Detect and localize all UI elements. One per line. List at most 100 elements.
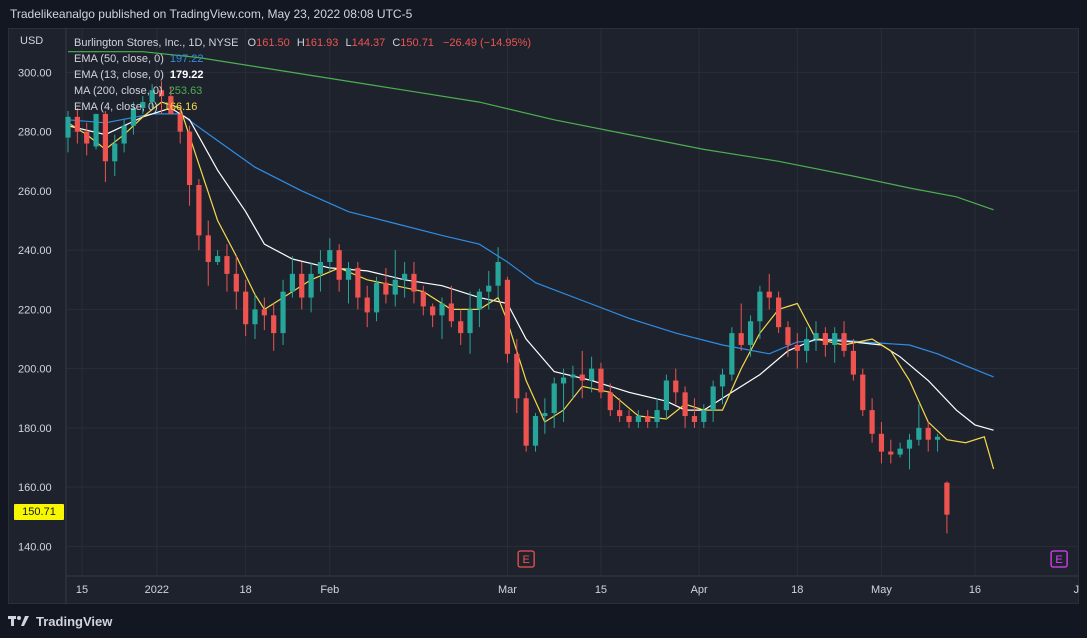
candlesticks xyxy=(65,81,950,534)
candle-body xyxy=(243,291,249,325)
x-tick-label: 18 xyxy=(791,584,803,596)
x-tick-label: Feb xyxy=(320,584,339,596)
candle-body xyxy=(682,392,688,417)
indicator-label: EMA (50, close, 0) xyxy=(74,53,164,65)
candle-body xyxy=(261,309,267,316)
x-tick-label: Jun xyxy=(1074,584,1079,596)
candle-body xyxy=(710,386,716,411)
candle-body xyxy=(794,344,800,351)
y-tick-label: 220.00 xyxy=(18,304,52,316)
candle-body xyxy=(897,448,903,455)
open-value: 161.50 xyxy=(256,37,290,49)
candle-body xyxy=(168,96,174,114)
y-axis-labels: 140.00 160.00 180.00 200.00 220.00 240.00 260.… xyxy=(18,67,52,553)
candle-body xyxy=(878,433,885,452)
x-tick-label: May xyxy=(871,584,892,596)
close-label: C xyxy=(392,37,401,49)
x-tick-label: Apr xyxy=(691,584,708,596)
published-text: Tradelikeanalgo published on TradingView… xyxy=(10,7,413,21)
x-axis-labels: 15 2022 18 Feb Mar 15 Apr 18 May 16 Jun xyxy=(76,584,1079,596)
candle-body xyxy=(486,285,492,292)
y-tick-label: 160.00 xyxy=(18,482,52,494)
candle-body xyxy=(308,273,314,298)
legend-indicator-ema13[interactable]: EMA (13, close, 0) 179.22 xyxy=(74,67,531,83)
candle-body xyxy=(617,410,623,417)
low-label: L xyxy=(345,37,352,49)
candle-body xyxy=(65,116,71,138)
y-tick-label: 240.00 xyxy=(18,245,52,257)
tradingview-logo-icon xyxy=(8,616,29,626)
candle-body xyxy=(822,333,828,345)
candle-body xyxy=(813,333,819,340)
candle-body xyxy=(186,131,193,185)
earnings-label: E xyxy=(522,554,529,566)
candle-body xyxy=(766,291,772,298)
candle-body xyxy=(701,410,707,422)
last-price-tag: 150.71 xyxy=(14,504,64,520)
candle-body xyxy=(719,374,726,387)
candle-body xyxy=(140,102,146,108)
candle-body xyxy=(635,416,641,422)
candle-body xyxy=(327,250,333,263)
x-tick-label: 2022 xyxy=(145,584,169,596)
candle-body xyxy=(934,436,941,440)
symbol-title[interactable]: Burlington Stores, Inc., 1D, NYSE xyxy=(74,37,239,49)
y-tick-label: 260.00 xyxy=(18,186,52,198)
candle-body xyxy=(542,413,548,417)
candle-body xyxy=(560,377,567,384)
candle-body xyxy=(757,291,763,322)
candle-body xyxy=(271,315,277,334)
price-chart[interactable]: 140.00 160.00 180.00 200.00 220.00 240.00 260.… xyxy=(8,28,1079,604)
y-tick-label: 300.00 xyxy=(18,67,52,79)
indicator-label: EMA (4, close, 0) xyxy=(74,101,158,113)
earnings-icon xyxy=(517,550,535,568)
candle-body xyxy=(102,113,108,162)
earnings-label: E xyxy=(1055,554,1062,566)
candle-body xyxy=(448,303,454,322)
candle-body xyxy=(523,398,529,446)
candle-body xyxy=(74,116,80,132)
candle-body xyxy=(373,282,380,313)
candle-body xyxy=(504,279,511,354)
legend-indicator-ma200[interactable]: MA (200, close, 0) 253.63 xyxy=(74,83,531,99)
x-tick-label: 18 xyxy=(240,584,252,596)
x-tick-label: Mar xyxy=(498,584,517,596)
candle-body xyxy=(551,383,557,414)
candle-body xyxy=(196,184,202,236)
candle-body xyxy=(691,416,698,422)
high-value: 161.93 xyxy=(304,37,339,49)
candle-body xyxy=(607,392,613,411)
candle-body xyxy=(317,262,324,274)
candle-body xyxy=(430,306,436,316)
candle-body xyxy=(916,427,922,440)
candle-body xyxy=(215,256,221,263)
series-line xyxy=(67,107,994,431)
candle-body xyxy=(93,113,99,147)
indicator-value: 253.63 xyxy=(168,85,203,97)
chart-frame[interactable] xyxy=(8,28,1079,604)
candle-body xyxy=(888,451,894,455)
series-line xyxy=(67,113,994,378)
y-tick-label: 200.00 xyxy=(18,364,52,376)
legend-indicator-ema4[interactable]: EMA (4, close, 0) 166.16 xyxy=(74,99,531,115)
publish-header: Tradelikeanalgo published on TradingView… xyxy=(0,0,1087,28)
x-tick-label: 15 xyxy=(595,584,607,596)
candle-body xyxy=(776,297,782,328)
candle-body xyxy=(570,374,576,378)
brand-name: TradingView xyxy=(36,613,113,629)
candle-body xyxy=(804,339,810,351)
legend-indicator-ema50[interactable]: EMA (50, close, 0) 197.22 xyxy=(74,51,531,67)
low-value: 144.37 xyxy=(351,37,386,49)
candle-body xyxy=(532,416,539,446)
candle-body xyxy=(729,333,735,375)
candle-body xyxy=(280,291,286,334)
candle-body xyxy=(832,333,838,345)
candle-body xyxy=(121,125,127,144)
candle-body xyxy=(785,327,791,345)
candle-body xyxy=(224,256,230,274)
candle-body xyxy=(476,291,482,310)
y-tick-label: 180.00 xyxy=(18,423,52,435)
candle-body xyxy=(177,113,183,132)
candle-body xyxy=(944,482,950,515)
